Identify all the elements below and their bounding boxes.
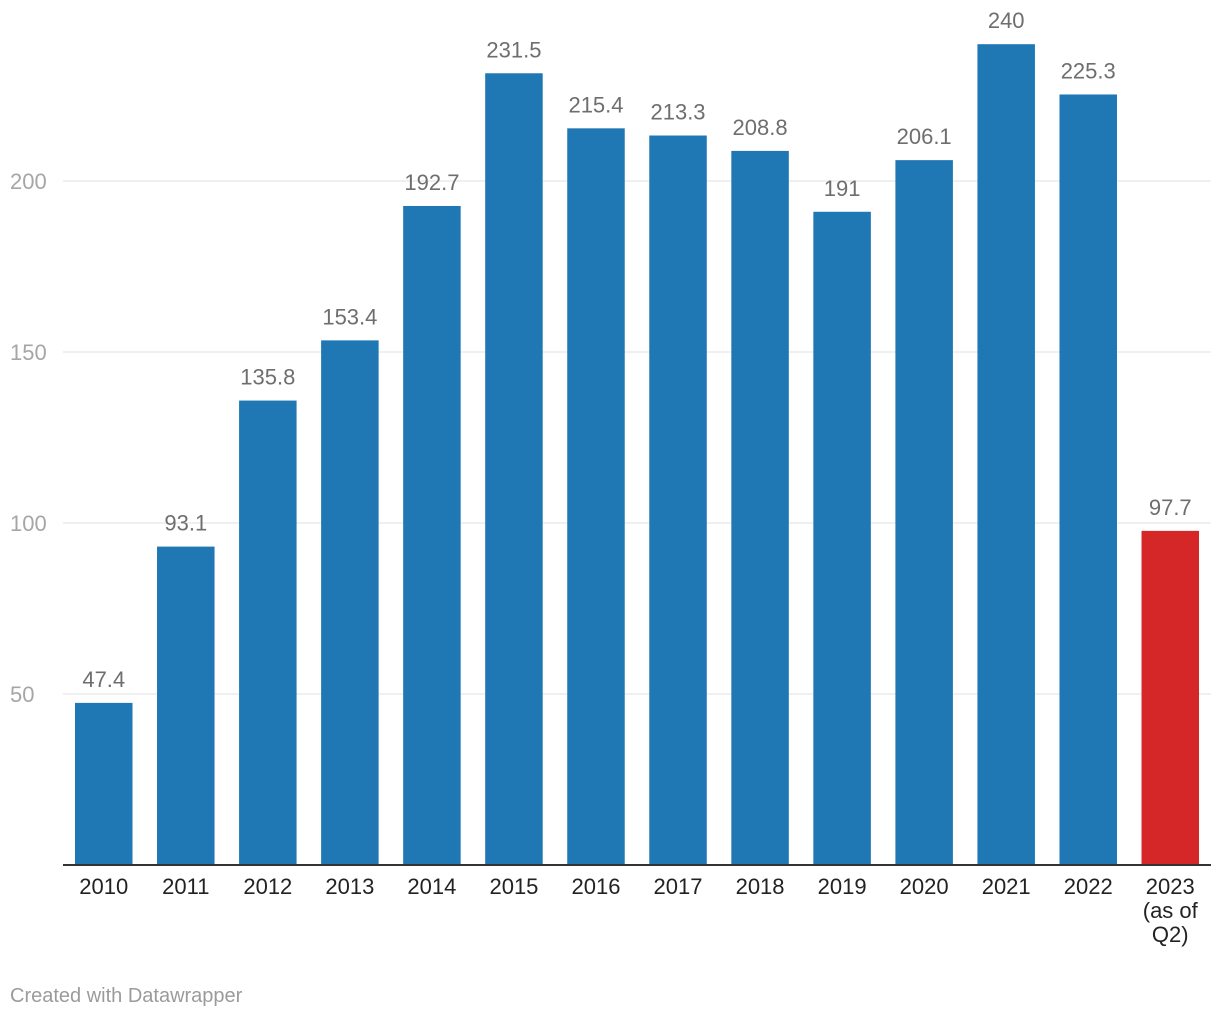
bar-value-label: 97.7 (1149, 495, 1192, 520)
x-tick-label: 2018 (736, 874, 785, 899)
x-tick-label: 2014 (407, 874, 456, 899)
bar-value-label: 240 (988, 8, 1025, 33)
bar-value-label: 231.5 (486, 37, 541, 62)
bar-value-label: 208.8 (733, 115, 788, 140)
bar-2013 (321, 340, 379, 865)
bar-value-label: 215.4 (568, 92, 623, 117)
bar-2010 (75, 702, 133, 865)
bar-value-label: 93.1 (164, 511, 207, 536)
x-axis-ticks: 2010 2011 2012 2013 2014 2015 2016 2017 2018 2019… (79, 874, 1198, 947)
y-tick-label: 200 (10, 169, 47, 194)
bars (75, 44, 1200, 866)
x-tick-label: 2011 (162, 874, 209, 899)
bar-2015 (485, 73, 543, 865)
x-tick-label: 2021 (982, 874, 1031, 899)
bar-2018 (731, 150, 789, 866)
bar-2023 (1141, 530, 1200, 865)
y-tick-label: 150 (10, 340, 47, 365)
x-tick-label: 2023 (as of Q2) (1143, 874, 1199, 947)
bar-value-label: 213.3 (650, 100, 705, 125)
x-tick-label: 2010 (79, 874, 128, 899)
bar-2011 (157, 546, 215, 865)
bar-2014 (403, 205, 461, 865)
x-tick-label: 2015 (489, 874, 538, 899)
x-tick-label: 2022 (1064, 874, 1113, 899)
bar-2022 (1059, 94, 1117, 865)
x-tick-label: 2017 (654, 874, 703, 899)
bar-2020 (895, 160, 953, 865)
x-tick-label: 2012 (243, 874, 292, 899)
y-axis-ticks: 50 100 150 200 (10, 169, 47, 707)
bar-2012 (239, 400, 297, 865)
bar-2017 (649, 135, 707, 865)
y-tick-label: 100 (10, 511, 47, 536)
bar-2019 (813, 211, 871, 865)
x-tick-label: 2020 (900, 874, 949, 899)
bar-value-label: 135.8 (240, 365, 295, 390)
x-tick-label: 2019 (818, 874, 867, 899)
bar-value-label: 47.4 (82, 667, 125, 692)
bar-value-label: 225.3 (1061, 58, 1116, 83)
bar-2016 (567, 128, 625, 865)
bar-value-label: 153.4 (322, 304, 377, 329)
gridlines (63, 180, 1211, 695)
bar-2021 (977, 44, 1035, 865)
bar-value-label: 192.7 (404, 170, 459, 195)
y-tick-label: 50 (10, 682, 34, 707)
bar-value-labels: 47.4 93.1 135.8 153.4 192.7 231.5 215.4 213.3 20… (82, 8, 1191, 692)
x-tick-label: 2013 (325, 874, 374, 899)
bar-value-label: 206.1 (897, 124, 952, 149)
bar-value-label: 191 (824, 176, 861, 201)
credit-text: Created with Datawrapper (10, 985, 243, 1007)
x-tick-label: 2016 (572, 874, 621, 899)
